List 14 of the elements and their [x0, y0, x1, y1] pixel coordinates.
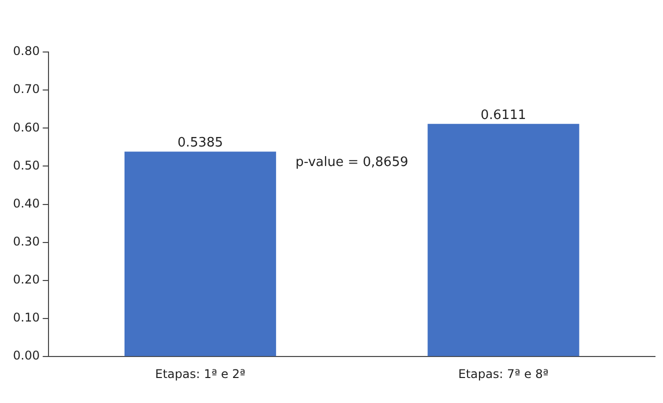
- y-tick-label: 0.20: [13, 272, 40, 287]
- y-tick-label: 0.00: [13, 348, 40, 363]
- y-tick-label: 0.10: [13, 310, 40, 325]
- y-tick-label: 0.50: [13, 158, 40, 172]
- y-tick-label: 0.70: [13, 82, 40, 96]
- y-tick-label: 0.60: [13, 120, 40, 134]
- x-tick-label: Etapas: 1ª e 2ª: [155, 366, 246, 381]
- y-tick-label: 0.30: [13, 234, 40, 248]
- annotation: p-value = 0,8659: [295, 154, 408, 170]
- data-label: 0.6111: [480, 108, 526, 123]
- data-label: 0.5385: [178, 135, 224, 150]
- y-tick-label: 0.80: [13, 44, 40, 58]
- y-tick-label: 0.40: [13, 196, 40, 210]
- x-tick-label: Etapas: 7ª e 8ª: [458, 366, 549, 381]
